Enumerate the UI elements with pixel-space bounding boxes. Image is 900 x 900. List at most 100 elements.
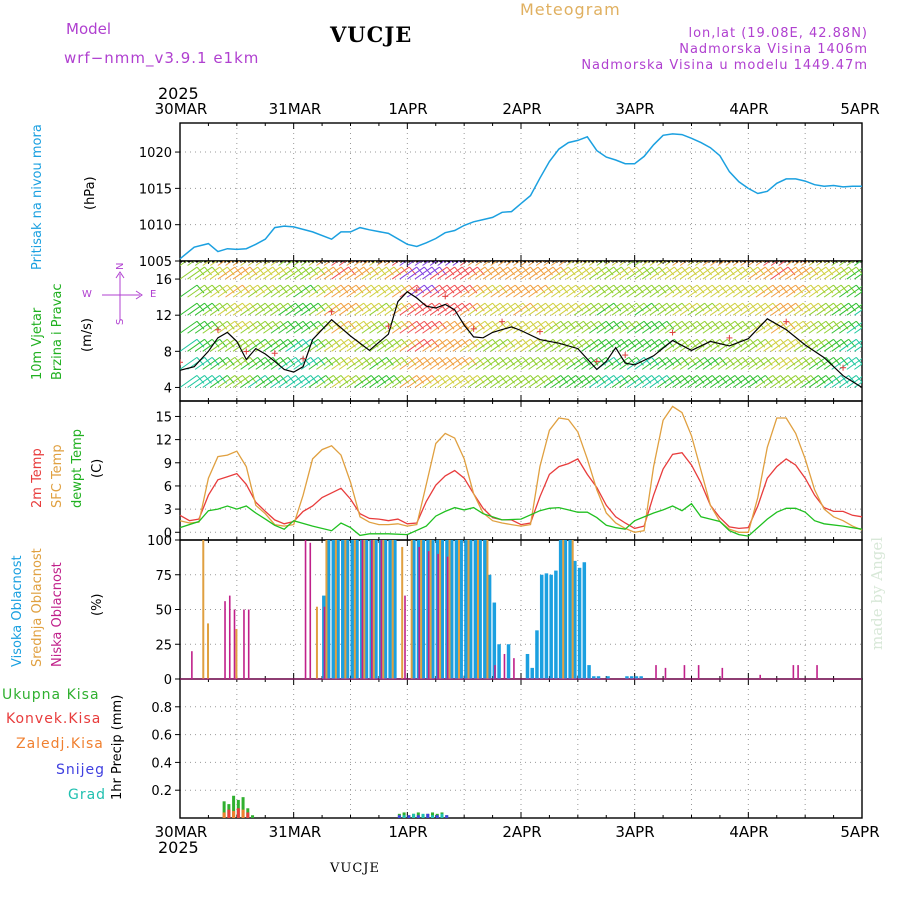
wind-barb: [490, 302, 508, 316]
wind-barb: [308, 261, 317, 266]
cloud-high-bar: [558, 540, 563, 679]
wind-barb: [255, 284, 274, 298]
cloud-high-bar: [440, 540, 444, 679]
wind-barb: [679, 302, 698, 316]
cloud-high-bar: [336, 540, 340, 679]
wind-barb: [846, 303, 862, 316]
wind-barb: [626, 375, 645, 388]
wind-speed-line: [180, 290, 862, 389]
wind-barb: [846, 340, 862, 352]
cloud-low-bar: [683, 665, 686, 679]
wind-barb: [323, 284, 342, 298]
wind-barb: [444, 356, 463, 370]
wind-barb: [710, 338, 728, 352]
wind-barb: [770, 338, 789, 352]
wind-barb: [626, 320, 645, 334]
y-tick-label: 9: [164, 457, 172, 472]
wind-barb: [391, 266, 410, 280]
wind-barb: [323, 338, 342, 352]
wind-barb: [338, 356, 357, 370]
wind-barb: [263, 338, 281, 352]
wind-barb-flag: [864, 285, 871, 293]
wind-barb: [816, 375, 834, 388]
cloud-low-bar: [304, 540, 307, 679]
wind-barb: [543, 261, 551, 266]
wind-barb: [346, 375, 364, 388]
wind-barb: [376, 266, 395, 280]
wind-barb-flag: [864, 267, 871, 275]
wind-barb: [763, 302, 781, 316]
pressure-line: [179, 133, 862, 260]
wind-barb: [391, 375, 410, 388]
wind-barb: [308, 284, 327, 298]
dewpoint-line: [179, 502, 863, 537]
wind-barb: [823, 302, 842, 316]
wind-barb: [588, 284, 607, 298]
compass-rose-icon: [102, 271, 143, 320]
precip-conv-bar: [236, 808, 240, 818]
wind-barb: [725, 284, 743, 298]
wind-barb: [687, 284, 705, 298]
wind-barb: [543, 284, 562, 298]
wind-barb: [187, 302, 205, 316]
wind-barb: [626, 266, 645, 280]
wind-barb: [285, 261, 294, 266]
wind-barb: [369, 338, 387, 352]
wind-barb: [323, 302, 342, 316]
wind-barb: [384, 338, 402, 352]
cloud-high-bar: [639, 676, 643, 679]
wind-barb: [604, 338, 622, 352]
wind-barb: [710, 266, 728, 280]
cloud-low-bar: [697, 665, 700, 679]
wind-barb: [710, 284, 728, 298]
wind-barb: [763, 356, 781, 370]
wind-barb: [293, 284, 311, 298]
wind-barb: [513, 320, 531, 334]
cloud-high-bar: [606, 676, 610, 679]
cloud-mid-bar: [353, 540, 356, 679]
wind-barb: [702, 320, 721, 334]
wind-barb: [354, 320, 372, 334]
wind-barb: [338, 375, 357, 388]
wind-barb: [634, 266, 652, 280]
cloud-high-bar: [421, 540, 426, 679]
wind-barb: [270, 261, 279, 266]
cloud-low-bar: [371, 540, 373, 679]
wind-barb: [778, 375, 796, 388]
wind-barb: [725, 320, 743, 334]
cloud-high-bar: [506, 644, 511, 679]
cloud-low-bar: [233, 609, 236, 679]
wind-barb: [497, 261, 506, 266]
wind-barb: [808, 302, 827, 316]
y-tick-label: 3: [164, 503, 172, 518]
wind-barb: [285, 356, 304, 370]
cloud-mid-bar: [420, 540, 423, 679]
y-tick-label: 100: [147, 534, 172, 549]
wind-barb: [361, 320, 380, 334]
wind-barb-flag: [879, 285, 886, 293]
wind-barb: [263, 284, 281, 298]
cloud-low-bar: [247, 609, 250, 679]
wind-barb: [490, 284, 508, 298]
cloud-mid-bar: [315, 606, 318, 679]
wind-barb: [793, 338, 812, 352]
wind-barb: [452, 320, 471, 334]
wind-barb: [217, 284, 236, 298]
wind-barb: [748, 338, 766, 352]
wind-barb: [801, 302, 819, 316]
wind-barb: [808, 320, 827, 334]
y-tick-label: 0.8: [151, 701, 172, 716]
wind-barb-flag: [864, 375, 871, 383]
wind-barb: [369, 261, 377, 266]
wind-barb: [831, 284, 849, 298]
wind-barb: [217, 356, 236, 370]
wind-barb: [331, 261, 339, 266]
precip-hail-bar: [412, 813, 416, 818]
wind-barb: [180, 302, 198, 316]
wind-barb: [399, 320, 418, 334]
wind-barb: [210, 338, 228, 352]
wind-barb: [316, 284, 334, 298]
wind-barb: [278, 261, 286, 266]
cloud-high-bar: [350, 540, 354, 679]
